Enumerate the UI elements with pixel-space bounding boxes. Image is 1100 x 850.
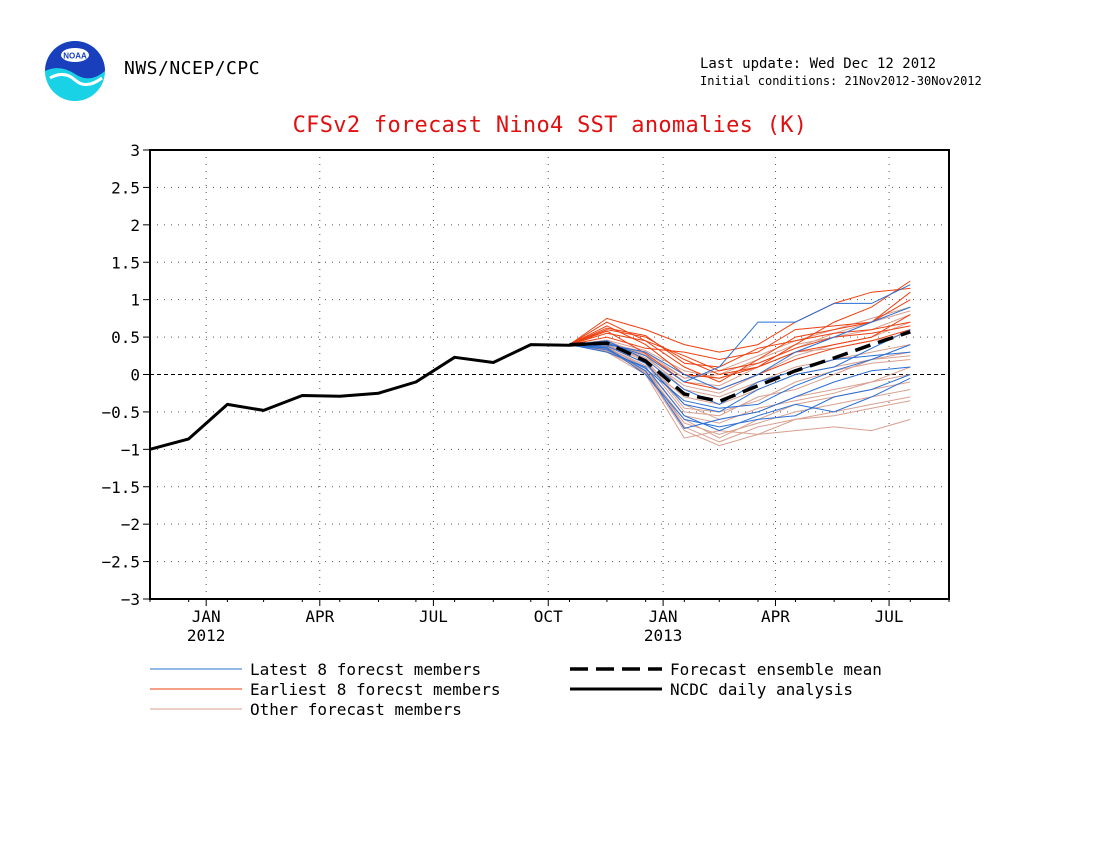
- x-tick-label: JAN: [192, 607, 221, 626]
- series-earliest-member: [569, 291, 911, 383]
- y-tick-label: −3: [121, 590, 140, 609]
- y-tick-label: 0.5: [111, 328, 140, 347]
- grid-layer: [150, 150, 949, 599]
- main-line-layer: [149, 330, 911, 451]
- y-tick-label: −1: [121, 440, 140, 459]
- legend-swatch-mean: [570, 667, 662, 671]
- y-tick-label: 2: [130, 216, 140, 235]
- y-tick-label: −0.5: [101, 403, 140, 422]
- legend-swatch-analysis: [570, 687, 662, 691]
- series-other-member: [569, 310, 911, 379]
- series-other-member: [569, 344, 911, 439]
- y-tick-label: −1.5: [101, 478, 140, 497]
- series-latest-member: [569, 344, 911, 428]
- y-tick-label: −2.5: [101, 553, 140, 572]
- series-latest-member: [569, 284, 911, 383]
- legend-label-earliest: Earliest 8 forecst members: [250, 680, 501, 699]
- series-earliest-member: [569, 314, 911, 379]
- initial-conditions-label: Initial conditions: 21Nov2012-30Nov2012: [700, 74, 982, 88]
- legend-label-latest: Latest 8 forecst members: [250, 660, 482, 679]
- series-ensemble-mean: [569, 330, 911, 404]
- y-tick-label: 3: [130, 141, 140, 160]
- y-tick-label: 0: [130, 366, 140, 385]
- x-tick-label: JUL: [419, 607, 448, 626]
- plot-frame: [149, 149, 950, 600]
- y-tick-label: 1.5: [111, 253, 140, 272]
- organization-label: NWS/NCEP/CPC: [124, 58, 261, 79]
- legend-label-mean: Forecast ensemble mean: [670, 660, 882, 679]
- legend-label-analysis: NCDC daily analysis: [670, 680, 854, 699]
- series-earliest-member: [569, 287, 911, 353]
- noaa-logo-text: NOAA: [63, 52, 87, 61]
- chart-title: CFSv2 forecast Nino4 SST anomalies (K): [292, 113, 808, 138]
- series-ncdc-analysis: [149, 341, 603, 451]
- series-latest-member: [569, 329, 911, 413]
- forecast-member-layer: [569, 280, 911, 447]
- y-tick-label: 2.5: [111, 178, 140, 197]
- x-tick-label: APR: [305, 607, 334, 626]
- series-other-member: [569, 344, 911, 405]
- x-tick-label: APR: [761, 607, 790, 626]
- x-tick-label: JAN: [649, 607, 678, 626]
- y-tick-label: −2: [121, 515, 140, 534]
- series-latest-member: [569, 344, 911, 409]
- x-year-label: 2012: [187, 626, 226, 645]
- legend-label-other: Other forecast members: [250, 700, 462, 719]
- series-other-member: [569, 344, 911, 443]
- x-year-label: 2013: [644, 626, 683, 645]
- series-latest-member: [569, 306, 911, 391]
- last-update-label: Last update: Wed Dec 12 2012: [700, 56, 937, 72]
- x-tick-label: JUL: [875, 607, 904, 626]
- series-earliest-member: [569, 321, 911, 372]
- legend-swatch-other: [150, 708, 242, 710]
- axis-layer: −3−2.5−2−1.5−1−0.500.511.522.53JAN2012AP…: [101, 141, 950, 645]
- x-tick-label: OCT: [534, 607, 563, 626]
- legend-swatch-latest: [150, 668, 242, 670]
- y-tick-label: 1: [130, 291, 140, 310]
- legend-swatch-earliest: [150, 688, 242, 690]
- noaa-logo: NOAA: [45, 41, 105, 101]
